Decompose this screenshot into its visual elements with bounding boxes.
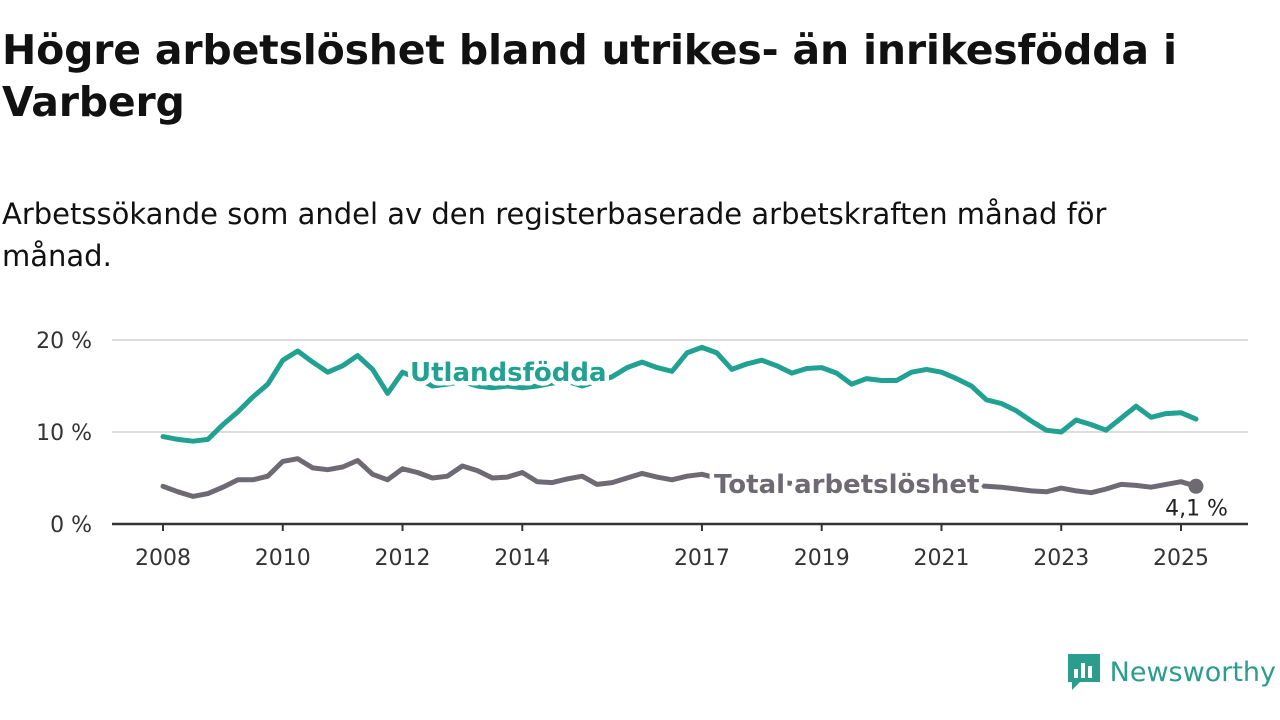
y-axis-ticks: 0 % 10 % 20 % xyxy=(36,329,92,538)
x-axis-ticks: 2008 2010 2012 2014 2017 2019 2021 2023 2025 xyxy=(135,524,1209,571)
series-line-total xyxy=(160,456,1199,499)
chart-subtitle: Arbetssökande som andel av den registerb… xyxy=(2,197,1107,273)
gridlines xyxy=(112,339,1248,526)
series-label-foreign-born: Utlandsfödda xyxy=(410,358,607,388)
line-chart: 0 % 10 % 20 % 2008 2010 2012 2014 2017 2019 2021… xyxy=(36,329,1248,571)
y-tick-label: 20 % xyxy=(36,329,92,354)
x-tick-label: 2008 xyxy=(135,546,191,571)
end-point-marker xyxy=(1188,478,1204,494)
y-tick-label: 0 % xyxy=(50,513,92,538)
brand[interactable]: Newsworthy xyxy=(1066,652,1276,692)
x-tick-label: 2017 xyxy=(674,546,730,571)
series-labels: Utlandsfödda Total arbetslöshet 4,1 % xyxy=(406,354,1233,526)
series-line-foreign-born xyxy=(160,344,1199,444)
chart-title: Högre arbetslöshet bland utrikes- än inr… xyxy=(2,26,1177,126)
x-tick-label: 2010 xyxy=(255,546,311,571)
brand-name: Newsworthy xyxy=(1109,656,1276,688)
series-label-total: Total arbetslöshet xyxy=(714,470,979,500)
x-tick-label: 2014 xyxy=(494,546,550,571)
x-tick-label: 2021 xyxy=(913,546,969,571)
x-tick-label: 2025 xyxy=(1153,546,1209,571)
end-value-label: 4,1 % xyxy=(1165,496,1228,521)
x-tick-label: 2023 xyxy=(1033,546,1089,571)
x-tick-label: 2019 xyxy=(794,546,850,571)
x-tick-label: 2012 xyxy=(375,546,431,571)
y-tick-label: 10 % xyxy=(36,421,92,446)
newsworthy-logo-icon xyxy=(1067,654,1100,690)
series-lines xyxy=(160,344,1199,499)
